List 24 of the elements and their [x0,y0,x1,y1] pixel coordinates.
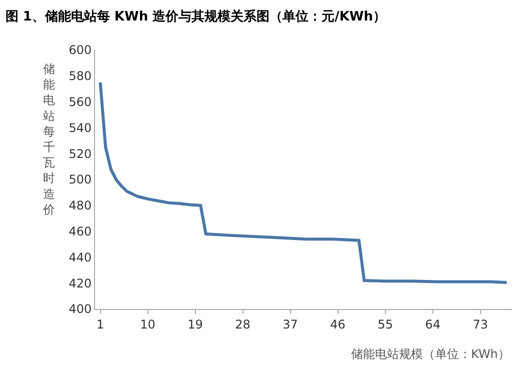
y-tick-label: 540 [68,120,92,135]
chart-title: 图 1、储能电站每 KWh 造价与其规模关系图（单位：元/KWh） [5,8,386,24]
y-tick-label: 480 [68,198,92,213]
x-tick-label: 64 [425,317,440,332]
y-tick-label: 400 [68,302,92,316]
x-tick-label: 28 [235,317,250,332]
line-series [98,80,508,284]
x-tick-label: 37 [282,317,298,332]
y-tick-label: 600 [68,43,92,58]
y-tick-label: 460 [68,224,92,238]
y-tick-label: 500 [68,172,92,187]
y-tick-label: 560 [68,95,92,109]
y-tick-label: 420 [68,276,92,290]
x-tick-label: 19 [188,317,203,332]
text: 储能电站每千瓦时造价 [43,62,55,216]
x-axis-title: 储能电站规模（单位：KWh） [351,347,510,361]
x-tick-label: 73 [472,317,488,332]
y-tick-label: 580 [68,69,92,84]
y-tick-label: 520 [68,146,92,161]
x-tick-label: 46 [330,317,346,332]
x-tick-label: 10 [140,317,156,332]
y-tick-label: 440 [68,250,92,264]
x-tick-label: 1 [96,317,104,332]
x-tick-label: 55 [378,317,393,332]
